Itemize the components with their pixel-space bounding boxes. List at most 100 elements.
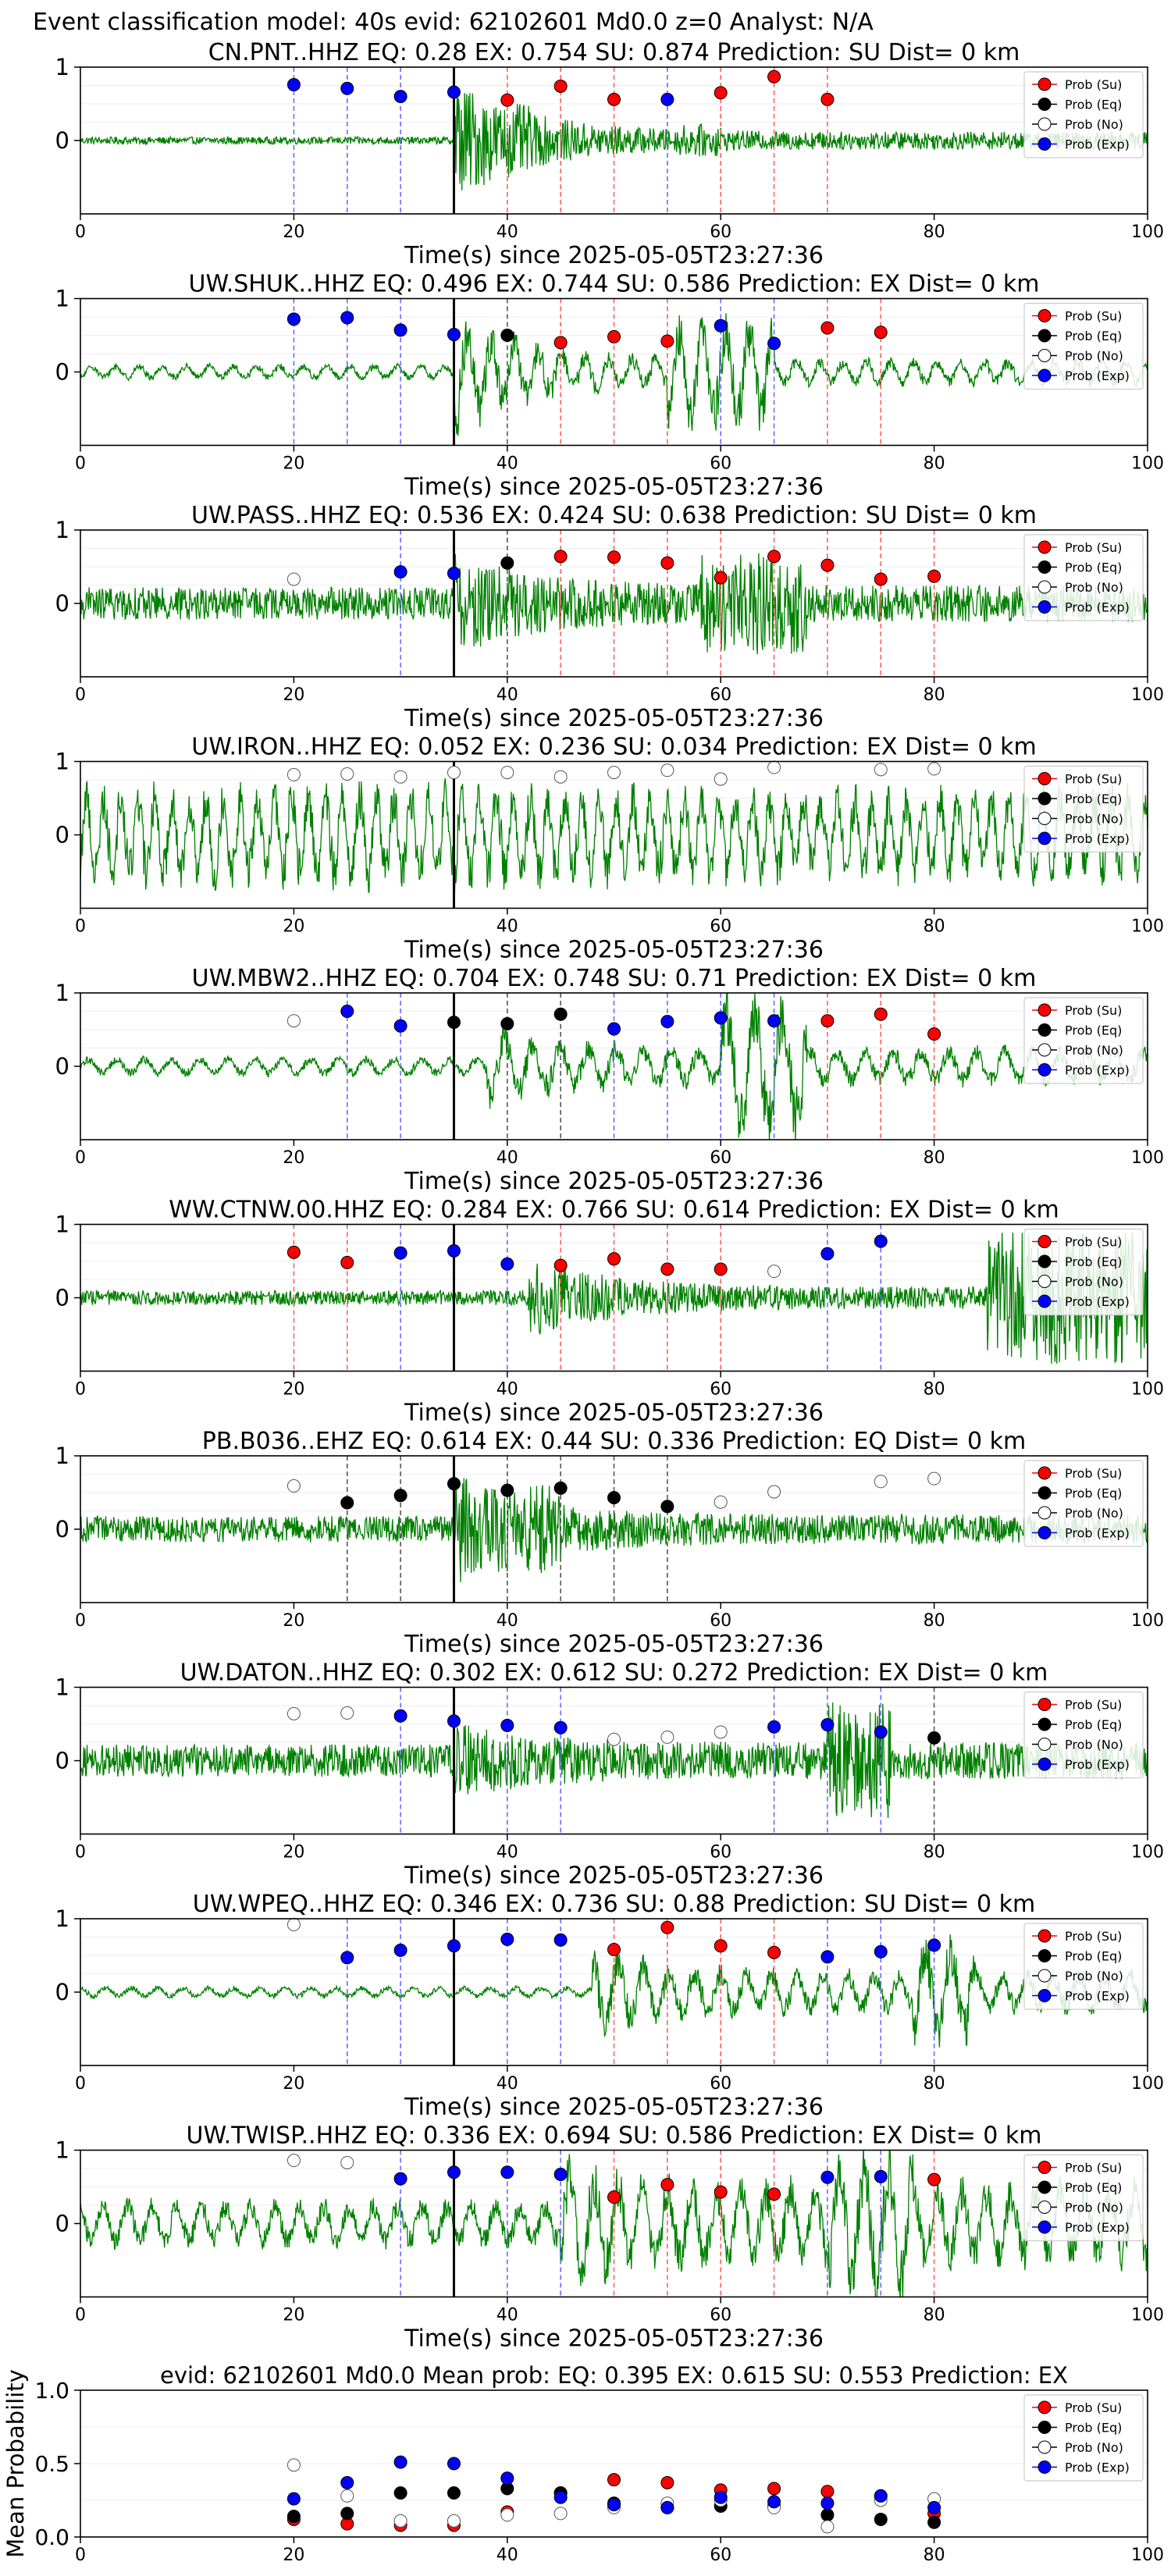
prob-marker — [447, 1244, 461, 1258]
legend-label: Prob (No) — [1065, 1275, 1123, 1290]
station-panel: CN.PNT..HHZ EQ: 0.28 EX: 0.754 SU: 0.874… — [55, 39, 1164, 269]
legend-label: Prob (Eq) — [1065, 1949, 1122, 1964]
legend-label: Prob (Su) — [1065, 1929, 1122, 1944]
prob-marker — [553, 770, 568, 784]
station-panels: CN.PNT..HHZ EQ: 0.28 EX: 0.754 SU: 0.874… — [55, 39, 1164, 2353]
prob-marker — [767, 1265, 781, 1279]
prob-marker — [714, 1725, 728, 1739]
prob-marker — [500, 556, 514, 570]
legend-label: Prob (No) — [1065, 812, 1123, 827]
x-tick-label: 20 — [283, 1611, 304, 1631]
mean-marker — [287, 2492, 301, 2506]
legend-label: Prob (Su) — [1065, 1698, 1122, 1713]
prob-marker — [820, 2170, 835, 2184]
y-tick-label: 0.5 — [34, 2451, 69, 2477]
prob-marker — [287, 2154, 301, 2168]
x-tick-label: 80 — [924, 222, 945, 242]
x-tick-label: 40 — [497, 1843, 518, 1863]
y-tick-label: 0 — [55, 2211, 69, 2237]
legend-marker — [1038, 600, 1052, 614]
prob-marker — [500, 1718, 514, 1732]
x-tick-label: 20 — [283, 685, 304, 705]
prob-marker — [767, 1485, 781, 1499]
legend-label: Prob (No) — [1065, 2201, 1123, 2215]
prob-marker — [714, 1939, 728, 1953]
x-tick-label: 60 — [710, 1843, 731, 1863]
x-tick-label: 100 — [1131, 1380, 1164, 1400]
x-tick-label: 20 — [283, 1843, 304, 1863]
prob-marker — [340, 1005, 354, 1018]
prob-marker — [660, 1015, 674, 1029]
legend-marker — [1038, 1526, 1052, 1539]
prob-marker — [714, 571, 728, 585]
prob-marker — [340, 1255, 354, 1269]
x-tick-label: 20 — [283, 1380, 304, 1400]
x-tick-label: 60 — [710, 917, 731, 937]
panel-title: UW.IRON..HHZ EQ: 0.052 EX: 0.236 SU: 0.0… — [191, 734, 1036, 761]
legend-marker — [1038, 812, 1052, 825]
panel-title: UW.MBW2..HHZ EQ: 0.704 EX: 0.748 SU: 0.7… — [192, 965, 1037, 992]
legend-marker — [1038, 1003, 1052, 1017]
legend-marker — [1038, 1254, 1052, 1268]
prob-marker — [767, 1945, 781, 1959]
y-tick-label: 1.0 — [34, 2378, 69, 2403]
legend-marker — [1038, 77, 1052, 91]
prob-marker — [660, 1920, 674, 1934]
legend-marker — [1038, 2201, 1052, 2214]
x-tick-label: 40 — [497, 2074, 518, 2094]
prob-marker — [607, 1022, 621, 1036]
prob-marker — [820, 92, 835, 106]
prob-marker — [500, 1016, 514, 1030]
prob-marker — [767, 336, 781, 350]
waveform-trace — [80, 1702, 1148, 1818]
prob-marker — [607, 766, 621, 780]
legend-marker — [1038, 309, 1052, 322]
legend-marker — [1038, 1717, 1052, 1731]
prob-marker — [927, 1471, 941, 1485]
prob-marker — [287, 78, 301, 92]
y-tick-label: 0 — [55, 1516, 69, 1542]
legend-label: Prob (Eq) — [1065, 2180, 1122, 2195]
x-tick-label: 20 — [283, 2074, 304, 2094]
prob-marker — [447, 1477, 461, 1491]
legend-label: Prob (Su) — [1065, 540, 1122, 555]
station-panel: UW.WPEQ..HHZ EQ: 0.346 EX: 0.736 SU: 0.8… — [55, 1891, 1164, 2121]
prob-marker — [767, 1014, 781, 1028]
prob-marker — [874, 572, 888, 586]
y-tick-label: 0.0 — [34, 2524, 69, 2550]
x-axis-label: Time(s) since 2025-05-05T23:27:36 — [404, 705, 824, 732]
legend-label: Prob (No) — [1065, 2440, 1123, 2455]
prob-marker — [714, 318, 728, 333]
prob-marker — [340, 1706, 354, 1720]
y-tick-label: 1 — [55, 980, 69, 1006]
mean-marker — [874, 2489, 888, 2503]
mean-marker — [660, 2500, 674, 2514]
prob-marker — [714, 1495, 728, 1509]
x-tick-label: 100 — [1131, 1148, 1164, 1168]
y-tick-label: 1 — [55, 1212, 69, 1238]
x-tick-label: 0 — [75, 1611, 86, 1631]
legend-label: Prob (Su) — [1065, 1235, 1122, 1250]
x-tick-label: 60 — [710, 1380, 731, 1400]
legend-label: Prob (Eq) — [1065, 2421, 1122, 2435]
panel-title: CN.PNT..HHZ EQ: 0.28 EX: 0.754 SU: 0.874… — [208, 39, 1020, 66]
legend-box — [1023, 302, 1144, 390]
prob-marker — [660, 334, 674, 348]
prob-marker — [340, 2155, 354, 2169]
prob-marker — [447, 328, 461, 342]
prob-marker — [767, 69, 781, 84]
x-tick-label: 100 — [1131, 1843, 1164, 1863]
prob-marker — [500, 766, 514, 780]
waveform-trace — [80, 1478, 1148, 1582]
y-tick-label: 1 — [55, 749, 69, 775]
station-panel: UW.SHUK..HHZ EQ: 0.496 EX: 0.744 SU: 0.5… — [55, 271, 1164, 501]
y-tick-label: 0 — [55, 1748, 69, 1774]
legend-marker — [1038, 1063, 1052, 1076]
x-tick-label: 60 — [710, 222, 731, 242]
legend-marker — [1038, 1738, 1052, 1751]
prob-marker — [393, 1489, 408, 1503]
x-tick-label: 100 — [1131, 2306, 1164, 2325]
station-panel: UW.DATON..HHZ EQ: 0.302 EX: 0.612 SU: 0.… — [55, 1660, 1164, 1890]
prob-marker — [500, 1257, 514, 1271]
